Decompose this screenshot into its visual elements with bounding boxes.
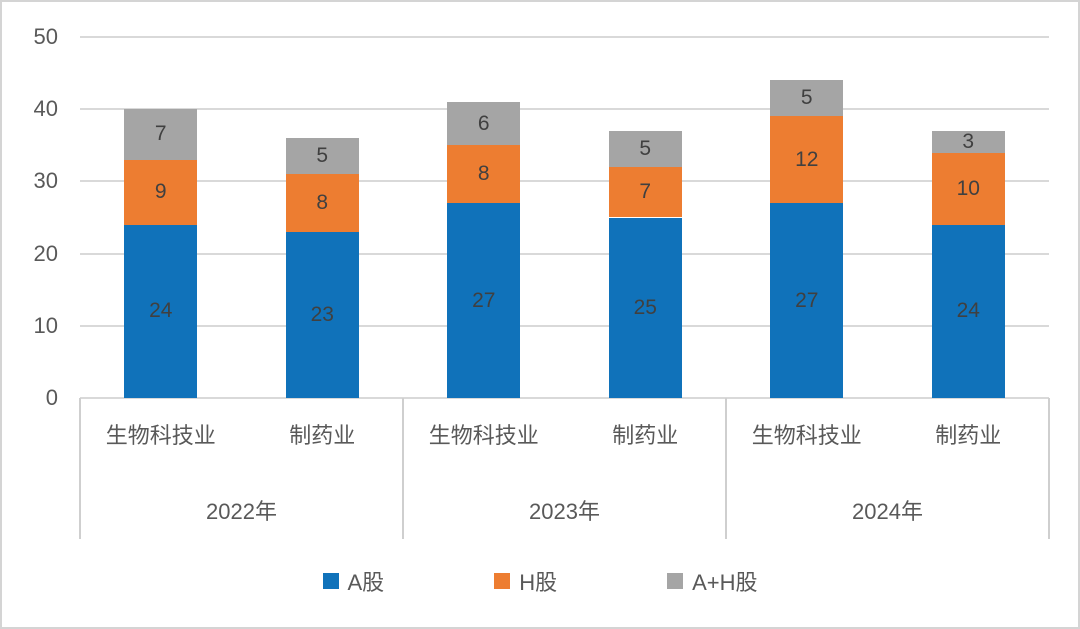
bar-segment-label: 5 (639, 136, 652, 160)
y-axis-tick-label: 30 (33, 168, 58, 194)
bar-segment-A+H股: 5 (608, 130, 682, 167)
bar-segment-A股: 23 (285, 231, 359, 398)
year-group-label: 2022年 (206, 499, 277, 524)
bar-segment-H股: 8 (285, 174, 359, 232)
y-axis-tick-label: 40 (33, 96, 58, 122)
bar-segment-A+H股: 7 (124, 109, 198, 160)
bar-segment-label: 10 (956, 176, 980, 200)
y-axis-tick-label: 10 (33, 312, 58, 338)
bar-segment-label: 27 (472, 288, 496, 312)
year-group-label: 2024年 (852, 499, 923, 524)
legend-label: A股 (347, 570, 385, 595)
category-label: 制药业 (289, 423, 356, 448)
bar-segment-A+H股: 5 (285, 138, 359, 175)
bar-segment-A股: 25 (608, 217, 682, 398)
gridline (80, 324, 1049, 327)
bar-segment-H股: 12 (770, 116, 844, 204)
category-label: 生物科技业 (751, 423, 862, 448)
category-label: 制药业 (935, 423, 1002, 448)
bar-segment-label: 27 (795, 288, 819, 312)
legend-label: H股 (519, 570, 558, 595)
bar-segment-label: 8 (477, 162, 490, 186)
axis-divider (725, 398, 727, 539)
bar-segment-label: 7 (639, 180, 652, 204)
gridline (80, 108, 1049, 111)
bar-segment-label: 23 (310, 302, 334, 326)
bar-segment-label: 25 (633, 295, 657, 319)
category-label: 制药业 (612, 423, 679, 448)
plot-area: 24 9 7 23 8 5 27 8 6 25 7 5 27 12 5 24 10 3 (80, 36, 1049, 399)
legend: A股 H股 A+H股 (2, 565, 1078, 597)
bar-segment-label: 24 (149, 299, 173, 323)
bar-segment-label: 3 (962, 130, 975, 153)
gridline (80, 252, 1049, 255)
legend-swatch-icon (494, 573, 511, 589)
bar-segment-H股: 10 (931, 152, 1005, 225)
bar-segment-A+H股: 3 (931, 130, 1005, 153)
bar-segment-label: 5 (316, 144, 329, 168)
bar-segment-label: 6 (477, 111, 490, 135)
axis-divider (402, 398, 404, 539)
bar-segment-label: 5 (800, 86, 813, 110)
gridline (80, 180, 1049, 183)
category-label: 生物科技业 (105, 423, 216, 448)
bar-segment-label: 12 (795, 147, 819, 171)
gridline (80, 397, 1049, 399)
bar-segment-label: 7 (154, 122, 167, 146)
bar-segment-A股: 24 (124, 224, 198, 398)
bar-segment-label: 9 (154, 180, 167, 204)
category-label: 生物科技业 (428, 423, 539, 448)
bar-segment-A股: 24 (931, 224, 1005, 398)
bar-segment-H股: 9 (124, 159, 198, 225)
y-axis-tick-label: 20 (33, 240, 58, 266)
gridline (80, 36, 1049, 38)
y-axis-tick-label: 50 (33, 24, 58, 49)
year-group-label: 2023年 (529, 499, 600, 524)
bar-segment-H股: 8 (447, 145, 521, 204)
legend-item-A+H股: A+H股 (667, 565, 758, 597)
legend-item-A股: A股 (322, 565, 385, 597)
bar-segment-A股: 27 (770, 203, 844, 398)
bar-segment-label: 8 (316, 191, 329, 215)
bar-segment-A股: 27 (447, 203, 521, 398)
bar-segment-H股: 7 (608, 166, 682, 218)
legend-item-H股: H股 (494, 565, 557, 597)
bar-segment-A+H股: 5 (770, 80, 844, 117)
axis-divider (1048, 398, 1050, 539)
bar-segment-label: 24 (956, 299, 980, 323)
axis-divider (79, 398, 81, 539)
legend-swatch-icon (667, 573, 684, 589)
legend-swatch-icon (322, 573, 339, 589)
legend-label: A+H股 (692, 570, 758, 595)
y-axis-tick-label: 0 (45, 385, 58, 410)
bar-segment-A+H股: 6 (447, 101, 521, 146)
